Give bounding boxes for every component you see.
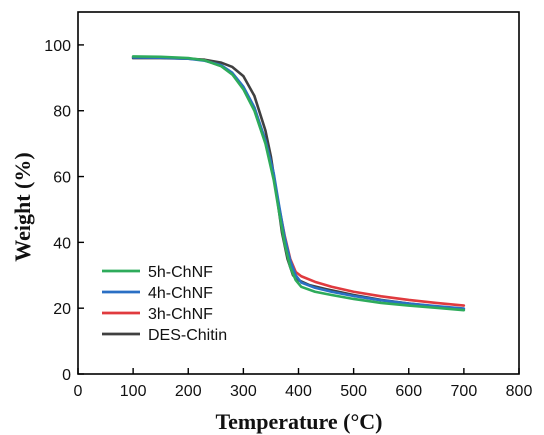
series-lines bbox=[131, 55, 466, 312]
y-axis-ticks: 0 20 40 60 80 100 bbox=[44, 38, 84, 384]
legend-label: 3h-ChNF bbox=[148, 306, 213, 323]
legend-label: DES-Chitin bbox=[148, 327, 227, 344]
plot-border bbox=[77, 11, 520, 375]
y-axis-title: Weight (%) bbox=[10, 152, 35, 261]
y-tick-label: 100 bbox=[44, 38, 71, 55]
x-axis-title: Temperature (°C) bbox=[215, 409, 382, 434]
x-tick-label: 0 bbox=[74, 383, 83, 400]
x-tick-label: 800 bbox=[506, 383, 533, 400]
y-tick-label: 0 bbox=[62, 367, 71, 384]
x-tick-label: 400 bbox=[285, 383, 312, 400]
x-tick-label: 700 bbox=[451, 383, 478, 400]
x-tick-label: 600 bbox=[395, 383, 422, 400]
legend-label: 4h-ChNF bbox=[148, 285, 213, 302]
y-tick-label: 80 bbox=[53, 104, 71, 121]
y-tick-label: 60 bbox=[53, 170, 71, 187]
x-tick-label: 100 bbox=[120, 383, 147, 400]
x-tick-label: 300 bbox=[230, 383, 257, 400]
y-tick-label: 40 bbox=[53, 235, 71, 252]
legend-label: 5h-ChNF bbox=[148, 264, 213, 281]
x-axis-ticks: 0 100 200 300 400 500 600 700 800 bbox=[74, 368, 533, 400]
y-tick-label: 20 bbox=[53, 301, 71, 318]
series-line-5h-chnf bbox=[131, 55, 466, 312]
x-tick-label: 500 bbox=[340, 383, 367, 400]
x-tick-label: 200 bbox=[175, 383, 202, 400]
plot-frame bbox=[77, 11, 520, 375]
legend: 5h-ChNF 4h-ChNF 3h-ChNF DES-Chitin bbox=[102, 264, 227, 344]
